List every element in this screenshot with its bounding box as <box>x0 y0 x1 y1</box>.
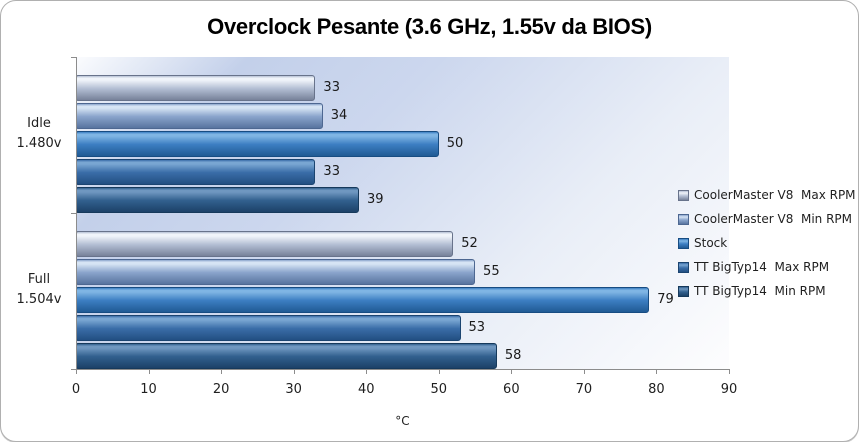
x-axis-tick <box>511 370 513 374</box>
x-tick-label: 0 <box>71 382 81 397</box>
x-tick-label: 40 <box>357 382 375 397</box>
bar-row: 50 <box>76 131 729 157</box>
legend-label: CoolerMaster V8 Min RPM <box>694 212 853 226</box>
legend-item: Stock <box>678 236 856 250</box>
x-tick-label: 50 <box>430 382 448 397</box>
bar <box>76 159 316 185</box>
x-tick-label: 70 <box>575 382 593 397</box>
bar <box>76 287 650 313</box>
legend-swatch-icon <box>678 189 689 201</box>
x-axis-tick <box>221 370 223 374</box>
bar-row: 79 <box>76 287 729 313</box>
y-axis-tick <box>71 213 76 214</box>
legend-swatch-icon <box>678 237 689 249</box>
x-axis-tick <box>366 370 368 374</box>
category-band: 33 34 50 33 39 <box>76 57 729 213</box>
legend-item: CoolerMaster V8 Max RPM <box>678 188 856 202</box>
x-tick-label: 60 <box>503 382 520 397</box>
bar <box>76 75 316 101</box>
bar-row: 34 <box>76 103 729 129</box>
legend-item: CoolerMaster V8 Min RPM <box>678 212 856 226</box>
bar-row: 52 <box>76 231 729 257</box>
x-tick-label: 80 <box>648 382 665 397</box>
x-axis-line <box>71 369 730 370</box>
y-axis-line <box>76 57 77 370</box>
category-label: Idle 1.480v <box>16 116 62 152</box>
category-band: 52 55 79 53 58 <box>76 213 729 369</box>
legend: CoolerMaster V8 Max RPM CoolerMaster V8 M… <box>678 188 856 298</box>
bar <box>76 315 461 341</box>
x-tick-label: 30 <box>285 382 302 397</box>
bar-value-label: 58 <box>504 348 522 363</box>
bar-row: 58 <box>76 343 729 369</box>
bar <box>76 343 497 369</box>
legend-item: TT BigTyp14 Max RPM <box>678 260 856 274</box>
bar-value-label: 39 <box>366 192 384 207</box>
bar-value-label: 79 <box>657 292 674 307</box>
legend-label: Stock <box>694 236 728 250</box>
y-axis-tick <box>71 57 76 58</box>
category-label: Full 1.504v <box>16 272 62 308</box>
legend-swatch-icon <box>678 213 689 225</box>
bar <box>76 259 476 285</box>
bar-row: 55 <box>76 259 729 285</box>
chart-title: Overclock Pesante (3.6 GHz, 1.55v da BIO… <box>207 14 652 39</box>
legend-swatch-icon <box>678 285 689 297</box>
x-tick-label: 90 <box>720 382 738 397</box>
plot-area: 33 34 50 33 39 52 55 79 53 58 <box>76 57 729 369</box>
x-axis-title: °C <box>395 414 410 428</box>
x-tick-label: 20 <box>212 382 230 397</box>
legend-item: TT BigTyp14 Min RPM <box>678 284 856 298</box>
x-axis-tick <box>438 370 440 374</box>
bar <box>76 231 454 257</box>
bar-value-label: 34 <box>330 108 348 123</box>
bar <box>76 187 359 213</box>
x-axis-tick <box>76 370 77 374</box>
bar-value-label: 52 <box>461 236 478 251</box>
bar <box>76 103 323 129</box>
x-axis-tick <box>148 370 150 374</box>
x-tick-label: 10 <box>140 382 157 397</box>
bar-row: 33 <box>76 75 729 101</box>
bar-value-label: 55 <box>483 264 500 279</box>
bar-row: 53 <box>76 315 729 341</box>
legend-label: TT BigTyp14 Max RPM <box>694 260 830 274</box>
y-axis-tick <box>71 369 76 370</box>
legend-label: CoolerMaster V8 Max RPM <box>694 188 856 202</box>
bar <box>76 131 439 157</box>
bar-value-label: 33 <box>323 164 340 179</box>
bar-value-label: 33 <box>323 80 340 95</box>
bar-row: 39 <box>76 187 729 213</box>
bar-value-label: 50 <box>446 136 464 151</box>
x-axis-tick <box>293 370 295 374</box>
x-axis-tick <box>729 370 730 374</box>
x-axis-tick <box>583 370 585 374</box>
legend-swatch-icon <box>678 261 689 273</box>
bar-value-label: 53 <box>468 320 486 335</box>
legend-label: TT BigTyp14 Min RPM <box>694 284 826 298</box>
bar-row: 33 <box>76 159 729 185</box>
x-axis-tick <box>656 370 658 374</box>
